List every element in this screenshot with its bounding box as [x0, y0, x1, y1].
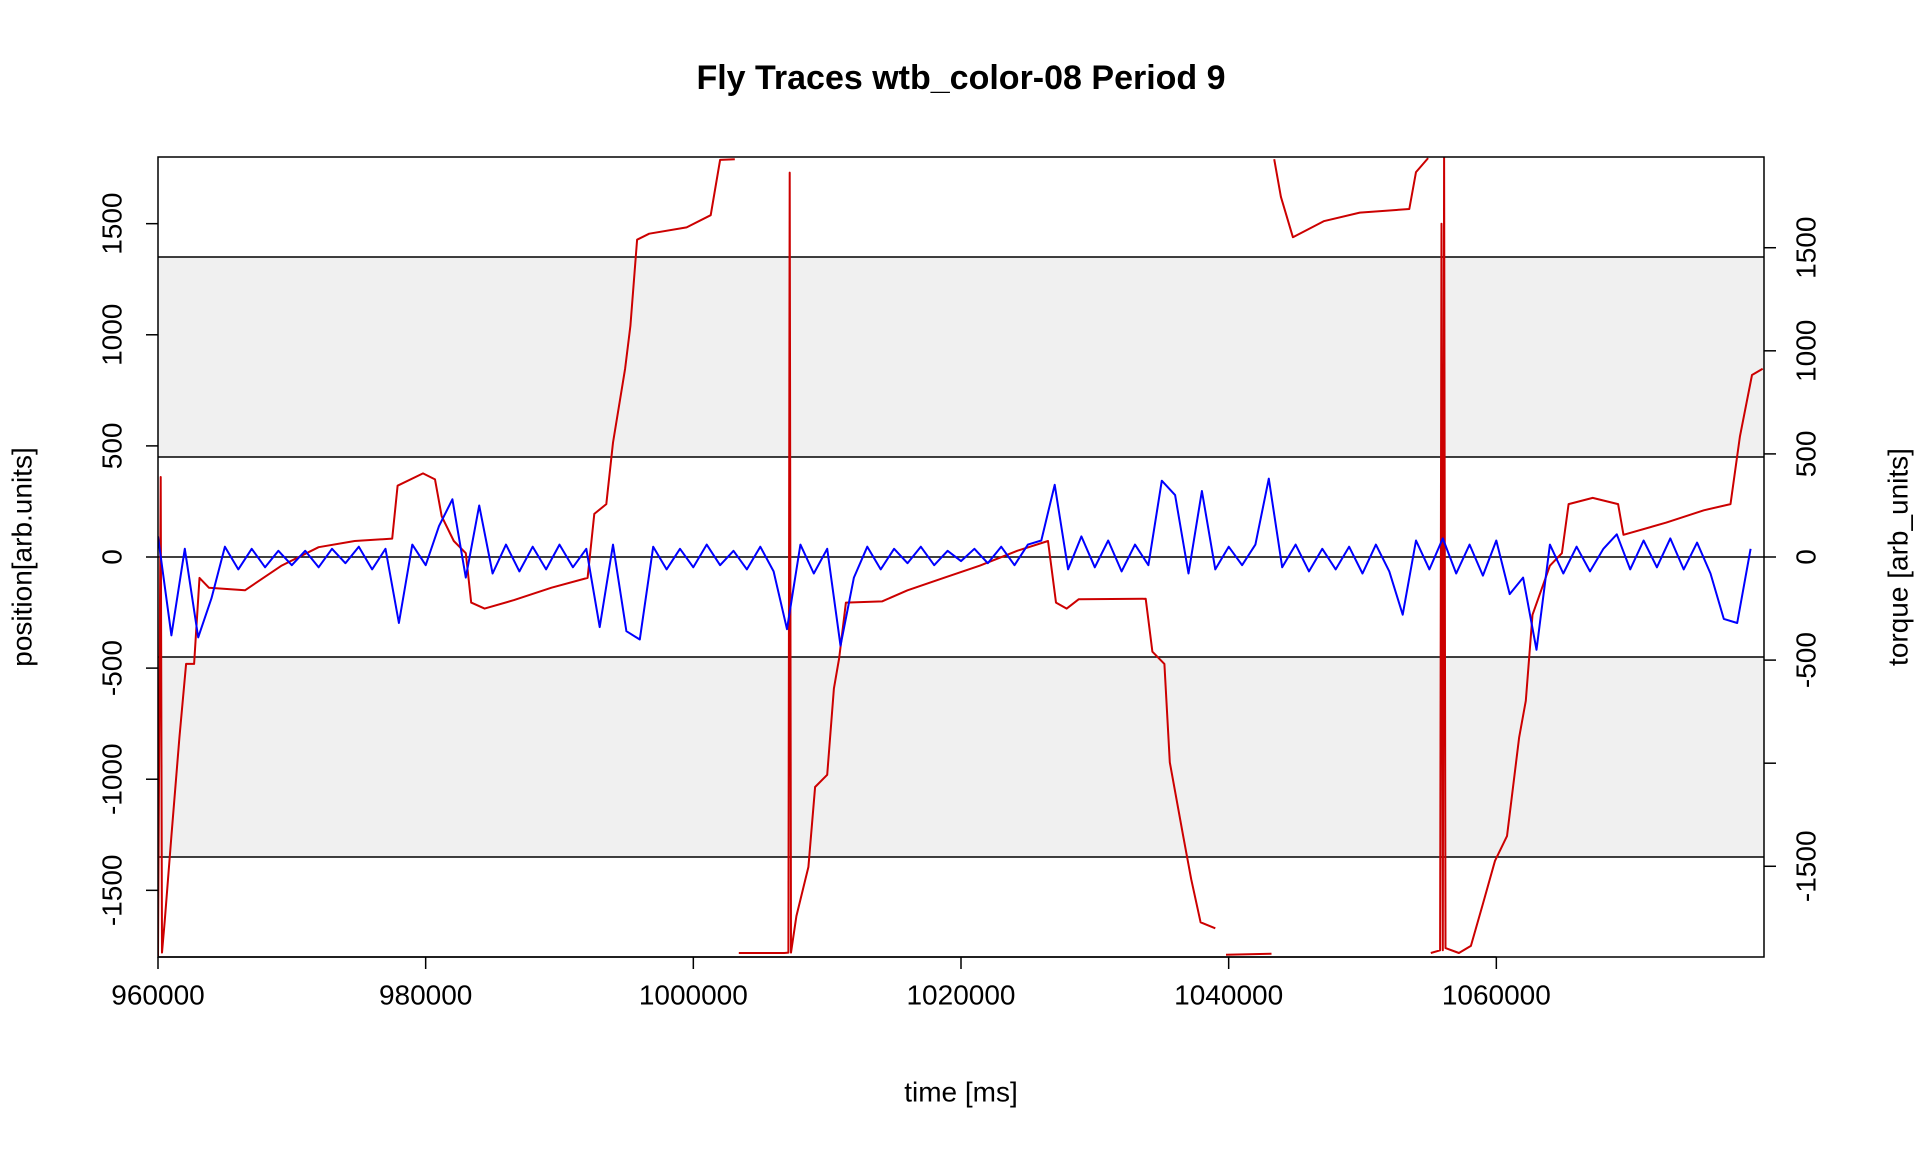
y2-axis-label: torque [arb_units]	[1882, 448, 1913, 666]
y-tick-label: -500	[96, 640, 127, 696]
x-tick-label: 980000	[379, 979, 472, 1010]
y-tick-label: 1500	[96, 193, 127, 255]
series-line	[158, 157, 1764, 957]
x-axis-label: time [ms]	[904, 1076, 1018, 1107]
x-tick-label: 1000000	[639, 979, 748, 1010]
plot-area	[158, 157, 1764, 957]
y2-tick-label: 500	[1790, 431, 1821, 478]
background-layer	[158, 256, 1764, 858]
y-tick-label: 500	[96, 423, 127, 470]
y-axis-label: position[arb.units]	[6, 447, 37, 666]
series-line	[158, 477, 1752, 651]
y2-tick-label: -500	[1790, 632, 1821, 688]
y2-tick-label: -1500	[1790, 830, 1821, 902]
band	[158, 657, 1764, 857]
x-tick-label: 1040000	[1174, 979, 1283, 1010]
band	[158, 257, 1764, 457]
y2-tick-label: 0	[1790, 549, 1821, 565]
y-tick-label: -1000	[96, 743, 127, 815]
y-tick-label: 0	[96, 549, 127, 565]
y2-tick-label: 1500	[1790, 217, 1821, 279]
axes: 960000 980000 1000000 1020000 1040000 1060000…	[96, 156, 1821, 1010]
x-tick-label: 960000	[111, 979, 204, 1010]
y2-tick-label: 1000	[1790, 320, 1821, 382]
chart-title: Fly Traces wtb_color-08 Period 9	[696, 59, 1225, 97]
y-tick-label: 1000	[96, 304, 127, 366]
x-tick-label: 1060000	[1442, 979, 1551, 1010]
y-tick-label: -1500	[96, 855, 127, 927]
x-tick-label: 1020000	[906, 979, 1015, 1010]
